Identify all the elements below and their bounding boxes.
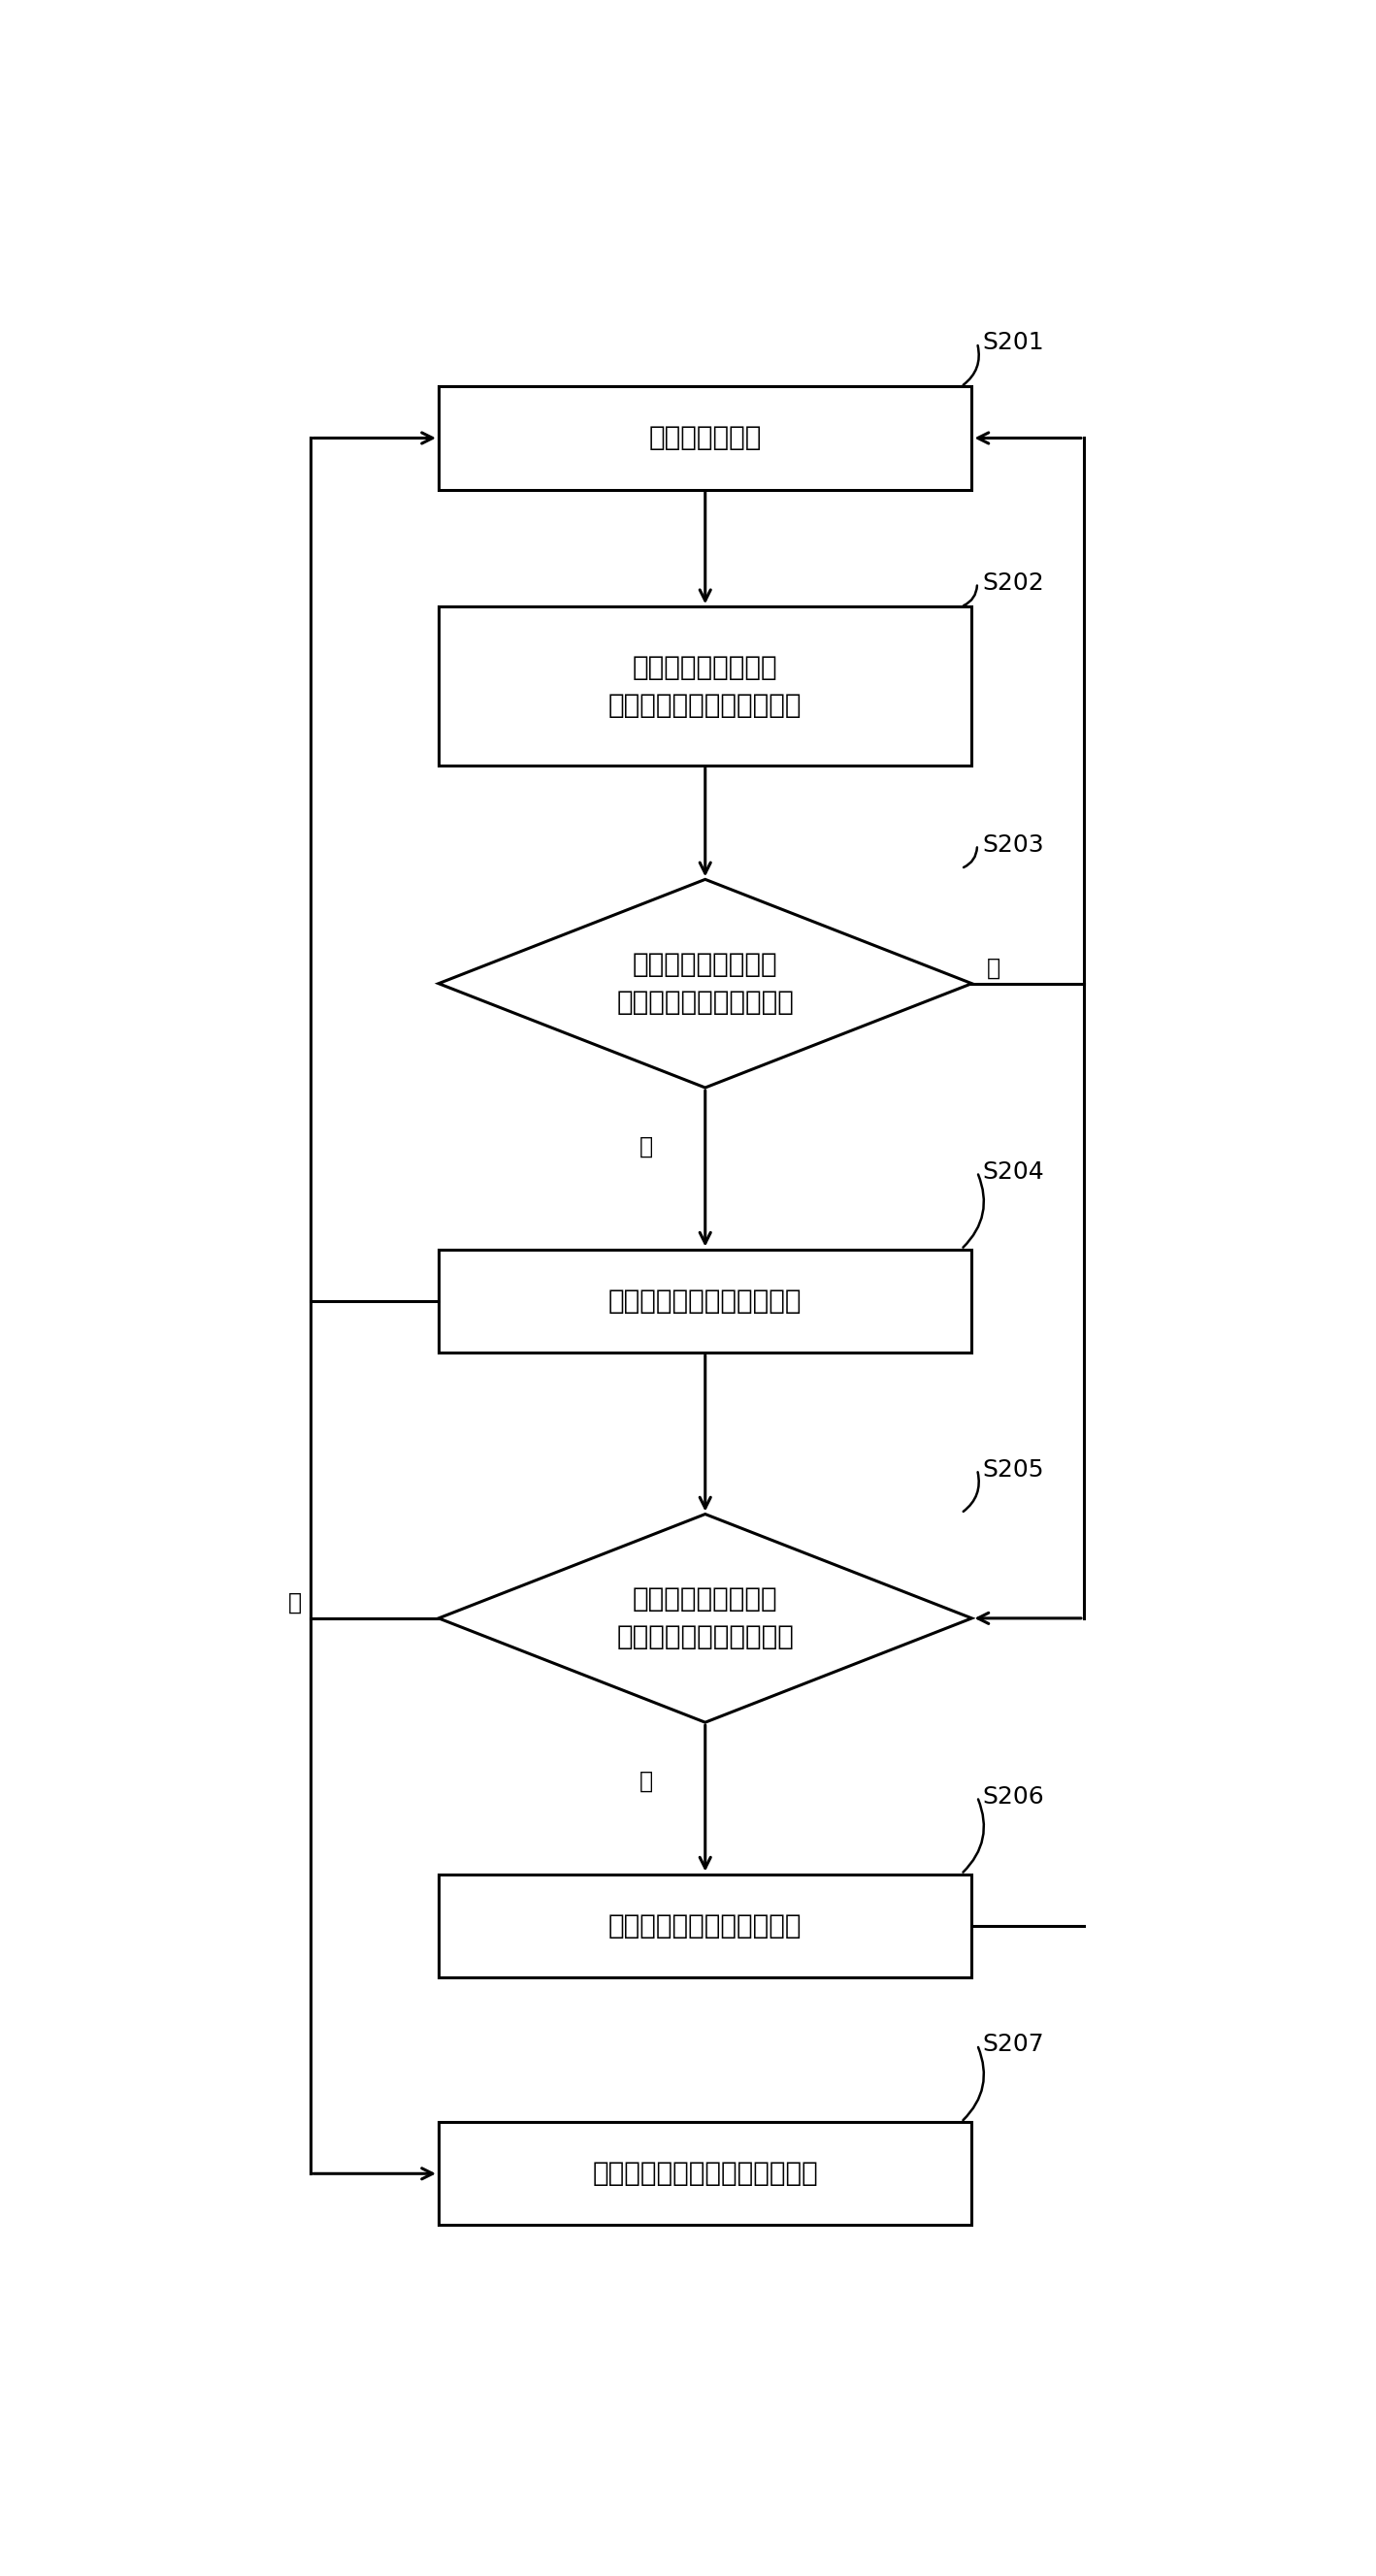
Text: 判断所述平均利用率
是否大于第二利用率阈值: 判断所述平均利用率 是否大于第二利用率阈值 — [616, 1587, 794, 1651]
Text: 升高所述中央处理器的主频: 升高所述中央处理器的主频 — [608, 1911, 802, 1940]
Text: S204: S204 — [982, 1159, 1044, 1182]
Text: S201: S201 — [982, 332, 1044, 355]
Text: 获取中央处理器在该
设定时间段内的平均利用率: 获取中央处理器在该 设定时间段内的平均利用率 — [608, 654, 802, 719]
Text: 是: 是 — [640, 1133, 654, 1157]
Text: 是: 是 — [640, 1770, 654, 1793]
Text: 降低所述中央处理器的主频: 降低所述中央处理器的主频 — [608, 1288, 802, 1314]
Bar — [439, 386, 971, 489]
Bar — [439, 1249, 971, 1352]
Text: 否: 否 — [987, 956, 1000, 979]
Text: S202: S202 — [982, 572, 1044, 595]
Bar — [439, 1875, 971, 1978]
Bar — [439, 605, 971, 765]
Text: 判断所述平均利用率
是否小于第一利用率阈值: 判断所述平均利用率 是否小于第一利用率阈值 — [616, 951, 794, 1015]
Polygon shape — [439, 1515, 971, 1723]
Text: 更新设定时间段: 更新设定时间段 — [648, 425, 762, 451]
Text: S206: S206 — [982, 1785, 1044, 1808]
Text: 保持所述中央处理器的主频不变: 保持所述中央处理器的主频不变 — [592, 2161, 819, 2187]
Text: S207: S207 — [982, 2032, 1044, 2056]
Polygon shape — [439, 878, 971, 1087]
Text: 否: 否 — [288, 1592, 301, 1615]
Bar — [439, 2123, 971, 2226]
Text: S203: S203 — [982, 832, 1044, 855]
Text: S205: S205 — [982, 1458, 1044, 1481]
